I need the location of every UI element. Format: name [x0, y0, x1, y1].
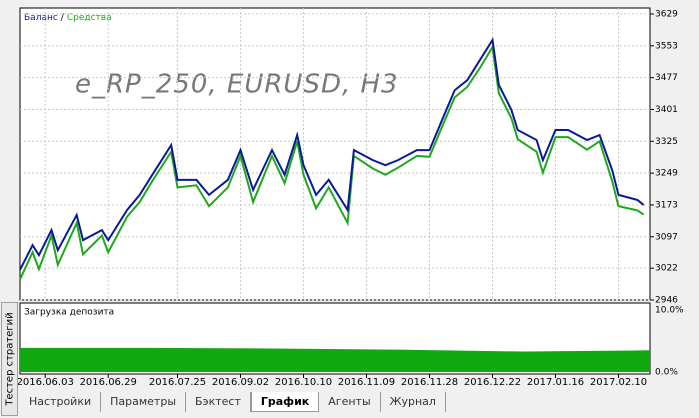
- y-tick-label: 3097: [655, 232, 678, 242]
- legend-separator: /: [61, 13, 65, 23]
- x-tick-label: 2017.01.16: [527, 377, 584, 388]
- legend-entry: Средства: [67, 13, 112, 23]
- x-tick-label: 2016.06.03: [17, 377, 74, 388]
- y-tick-label: 3022: [655, 264, 678, 274]
- legend: Баланс / Средства: [24, 13, 112, 23]
- tab[interactable]: Агенты: [319, 392, 381, 412]
- y-tick-label: 2946: [655, 296, 678, 306]
- x-tick-label: 2017.02.10: [590, 377, 647, 388]
- series-line: [19, 44, 645, 280]
- tab[interactable]: График: [250, 392, 320, 412]
- y-tick-label: 3477: [655, 73, 678, 83]
- x-tick-label: 2016.12.22: [464, 377, 521, 388]
- load-area: [20, 347, 650, 372]
- tab[interactable]: Параметры: [101, 392, 187, 412]
- y-tick-label: 3553: [655, 41, 678, 51]
- watermark: e_RP_250, EURUSD, H3: [75, 70, 399, 100]
- x-tick-label: 2016.06.29: [80, 377, 137, 388]
- legend-entry: Баланс: [24, 13, 58, 23]
- y-tick-label: 3629: [655, 10, 678, 20]
- tab[interactable]: Настройки: [20, 392, 102, 412]
- x-tick-label: 2016.09.02: [212, 377, 269, 388]
- y-tick-label: 10.0%: [655, 306, 684, 316]
- x-tick-label: 2016.07.25: [149, 377, 206, 388]
- y-tick-label: 3173: [655, 200, 678, 210]
- x-tick-label: 2016.10.10: [275, 377, 332, 388]
- tab-bar: Настройки Параметры Бэктест График Агенты Жур…: [20, 392, 446, 412]
- tab[interactable]: Журнал: [381, 392, 446, 412]
- y-tick-label: 3401: [655, 105, 678, 115]
- x-tick-label: 2016.11.28: [401, 377, 458, 388]
- series-line: [19, 37, 645, 271]
- y-tick-label: 3325: [655, 137, 678, 147]
- subchart-title: Загрузка депозита: [24, 308, 114, 318]
- tab[interactable]: Бэктест: [186, 392, 251, 412]
- y-tick-label: 3249: [655, 169, 678, 179]
- side-tab-label: Тестер стратегий: [4, 312, 15, 406]
- x-tick-label: 2016.11.09: [338, 377, 395, 388]
- side-tab[interactable]: Тестер стратегий: [1, 302, 18, 416]
- y-tick-label: 0.0%: [655, 368, 678, 378]
